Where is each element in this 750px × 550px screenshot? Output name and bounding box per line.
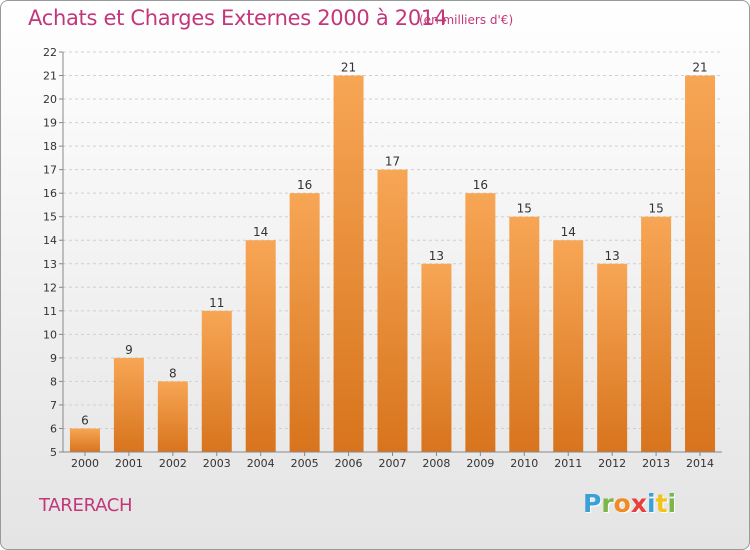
- x-tick-label: 2003: [203, 457, 231, 470]
- x-tick-label: 2011: [554, 457, 582, 470]
- y-tick-label: 11: [43, 305, 57, 318]
- logo-letter: t: [655, 489, 668, 518]
- y-tick-label: 6: [50, 422, 57, 435]
- x-tick-label: 2009: [466, 457, 494, 470]
- bar: [421, 263, 452, 452]
- data-label: 14: [253, 225, 268, 239]
- data-label: 13: [429, 249, 444, 263]
- bar: [157, 381, 188, 452]
- logo-letter: o: [613, 489, 631, 518]
- x-tick-label: 2014: [686, 457, 714, 470]
- y-tick-label: 17: [43, 164, 57, 177]
- x-tick-label: 2006: [335, 457, 363, 470]
- logo-letter: r: [601, 489, 614, 518]
- data-label: 21: [341, 61, 356, 75]
- data-label: 9: [125, 343, 133, 357]
- bar: [245, 240, 276, 452]
- bar: [465, 193, 496, 453]
- data-label: 15: [648, 202, 663, 216]
- x-tick-label: 2002: [159, 457, 187, 470]
- y-tick-label: 19: [43, 117, 57, 130]
- chart-subtitle: (en milliers d'€): [419, 13, 514, 27]
- bar: [69, 428, 100, 452]
- x-tick-label: 2013: [642, 457, 670, 470]
- logo-letter: x: [630, 489, 647, 518]
- x-tick-label: 2005: [291, 457, 319, 470]
- logo-letter: P: [583, 489, 602, 518]
- data-label: 16: [297, 178, 312, 192]
- x-tick-label: 2004: [247, 457, 275, 470]
- bar: [641, 216, 672, 452]
- data-label: 16: [473, 178, 488, 192]
- y-tick-label: 22: [43, 46, 57, 59]
- y-tick-label: 5: [50, 446, 57, 459]
- x-axis-ticks: 2000 2001 2002 2003 2004 2005 2006 2007 2008 2009…: [71, 452, 714, 470]
- data-label: 13: [605, 249, 620, 263]
- y-tick-label: 8: [50, 375, 57, 388]
- x-tick-label: 2008: [422, 457, 450, 470]
- data-labels: 6 9 8 11 14 16 21 17 13 16 15 14 13 15 21: [81, 61, 708, 428]
- y-tick-label: 21: [43, 70, 57, 83]
- chart-title: Achats et Charges Externes 2000 à 2014: [28, 6, 448, 30]
- y-tick-label: 20: [43, 93, 57, 106]
- bar: [509, 216, 540, 452]
- proxiti-logo: Proxiti: [583, 489, 676, 518]
- x-tick-label: 2010: [510, 457, 538, 470]
- x-tick-label: 2000: [71, 457, 99, 470]
- data-label: 17: [385, 155, 400, 169]
- y-tick-label: 15: [43, 211, 57, 224]
- bar: [201, 310, 232, 452]
- x-tick-label: 2001: [115, 457, 143, 470]
- data-label: 6: [81, 413, 89, 427]
- y-tick-label: 16: [43, 187, 57, 200]
- bars: [69, 75, 716, 453]
- bar: [553, 240, 584, 452]
- y-tick-label: 7: [50, 399, 57, 412]
- bar: [289, 193, 320, 453]
- x-tick-label: 2007: [379, 457, 407, 470]
- data-label: 15: [517, 202, 532, 216]
- logo-letter: i: [647, 489, 656, 518]
- bar: [377, 169, 408, 452]
- bar: [685, 75, 716, 452]
- bar: [597, 263, 628, 452]
- bar: [333, 75, 364, 452]
- y-tick-label: 14: [43, 234, 57, 247]
- x-tick-label: 2012: [598, 457, 626, 470]
- data-label: 8: [169, 366, 177, 380]
- data-label: 14: [561, 225, 576, 239]
- commune-name: TARERACH: [39, 495, 133, 516]
- y-tick-label: 9: [50, 352, 57, 365]
- y-tick-label: 13: [43, 258, 57, 271]
- data-label: 21: [692, 61, 707, 75]
- y-axis-ticks: 5 6 7 8 9 10 11 12 13 14 15 16 17 18 19 20 21 22: [43, 46, 63, 459]
- y-tick-label: 18: [43, 140, 57, 153]
- bar: [113, 357, 144, 452]
- y-tick-label: 10: [43, 328, 57, 341]
- logo-letter: i: [667, 489, 677, 518]
- data-label: 11: [209, 296, 224, 310]
- y-tick-label: 12: [43, 281, 57, 294]
